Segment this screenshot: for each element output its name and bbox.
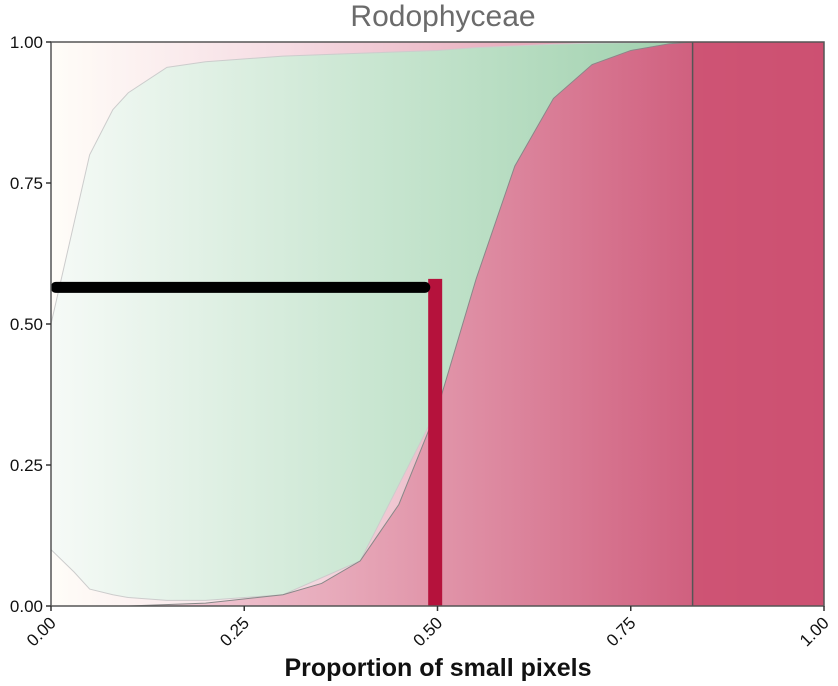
x-tick-label: 0.25: [216, 613, 253, 650]
y-tick-label: 1.00: [10, 33, 43, 52]
x-axis: 0.00 0.25 0.50 0.75 1.00: [23, 606, 833, 650]
x-tick-label: 0.00: [23, 613, 60, 650]
y-tick-label: 0.00: [10, 597, 43, 616]
chart-title: Rodophyceae: [350, 0, 535, 33]
highlight-bar: [428, 278, 443, 606]
right-region: [690, 42, 824, 606]
x-axis-label: Proportion of small pixels: [285, 654, 592, 682]
x-tick-label: 1.00: [796, 613, 833, 650]
x-tick-label: 0.50: [409, 613, 446, 650]
y-tick-label: 0.50: [10, 315, 43, 334]
y-tick-label: 0.75: [10, 174, 43, 193]
y-tick-label: 0.25: [10, 456, 43, 475]
y-axis: 0.00 0.25 0.50 0.75 1.00: [10, 33, 51, 616]
plot-area: [50, 41, 825, 607]
pink-area: [51, 41, 694, 607]
x-tick-label: 0.75: [603, 613, 640, 650]
